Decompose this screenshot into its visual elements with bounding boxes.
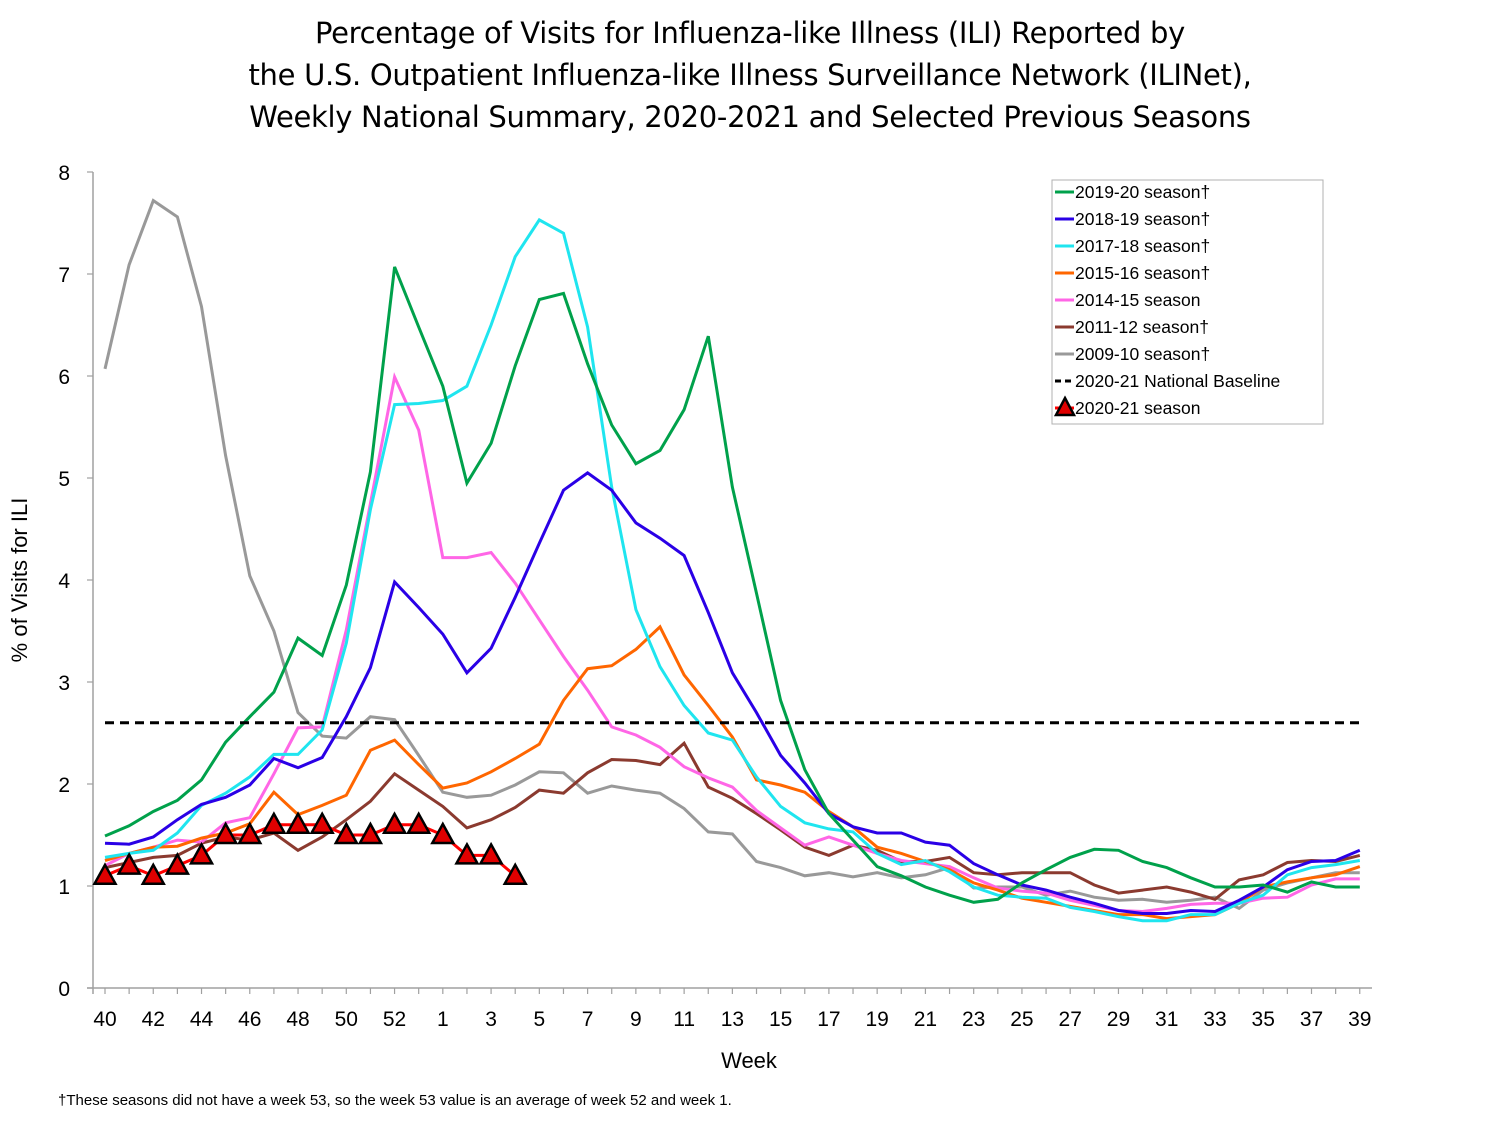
legend-item: 2017-18 season† xyxy=(1055,236,1210,256)
series-2014-15-season-line xyxy=(104,372,1360,914)
legend-label: 2019-20 season† xyxy=(1075,182,1210,202)
x-tick-label: 25 xyxy=(1010,1008,1033,1031)
series-2020-21-season xyxy=(92,811,528,886)
series-2018-19-season-line xyxy=(104,471,1361,915)
y-axis-label: % of Visits for ILI xyxy=(7,498,32,663)
y-tick-label: 1 xyxy=(58,876,70,899)
data-point-marker xyxy=(140,862,166,886)
data-point-marker xyxy=(454,841,480,865)
chart-title-line-1: Percentage of Visits for Influenza-like … xyxy=(314,16,1186,50)
x-tick-label: 13 xyxy=(721,1008,744,1031)
x-tick-label: 9 xyxy=(630,1008,642,1031)
y-tick-label: 3 xyxy=(58,672,70,695)
legend-item: 2020-21 National Baseline xyxy=(1055,371,1280,391)
legend-item: 2009-10 season† xyxy=(1055,344,1210,364)
x-tick-label: 29 xyxy=(1107,1008,1130,1031)
series-2015-16-season xyxy=(104,624,1361,921)
series-2011-12-season-line xyxy=(104,740,1361,901)
x-tick-label: 11 xyxy=(673,1008,695,1031)
x-tick-label: 27 xyxy=(1059,1008,1082,1031)
series-2019-20-season-line xyxy=(104,266,1360,904)
x-tick-label: 5 xyxy=(533,1008,545,1031)
y-tick-label: 8 xyxy=(58,162,70,185)
x-tick-label: 40 xyxy=(93,1008,116,1031)
data-point-marker xyxy=(237,821,263,845)
x-tick-label: 23 xyxy=(962,1008,985,1031)
chart-title-line-3: Weekly National Summary, 2020-2021 and S… xyxy=(249,100,1251,134)
chart-title: Percentage of Visits for Influenza-like … xyxy=(0,12,1500,138)
series-2017-18-season-line xyxy=(104,217,1361,923)
x-tick-label: 46 xyxy=(238,1008,261,1031)
series-2011-12-season xyxy=(104,740,1361,901)
x-tick-label: 50 xyxy=(335,1008,358,1031)
series-2014-15-season xyxy=(104,372,1360,914)
legend-label: 2009-10 season† xyxy=(1075,344,1210,364)
legend-item: 2011-12 season† xyxy=(1055,317,1209,337)
footnote: †These seasons did not have a week 53, s… xyxy=(58,1092,732,1109)
x-tick-label: 7 xyxy=(582,1008,594,1031)
data-point-marker xyxy=(478,841,504,865)
x-tick-label: 52 xyxy=(383,1008,406,1031)
x-tick-label: 3 xyxy=(485,1008,497,1031)
legend-label: 2014-15 season xyxy=(1075,290,1201,310)
x-tick-label: 15 xyxy=(769,1008,792,1031)
data-point-marker xyxy=(285,811,311,835)
x-tick-label: 48 xyxy=(286,1008,309,1031)
series-2017-18-season xyxy=(104,217,1361,923)
y-tick-label: 5 xyxy=(58,468,70,491)
data-point-marker xyxy=(116,852,142,875)
legend-marker xyxy=(1053,395,1077,417)
legend-label: 2011-12 season† xyxy=(1075,317,1209,337)
data-point-marker xyxy=(164,852,191,875)
x-tick-label: 31 xyxy=(1155,1008,1178,1031)
legend-label: 2017-18 season† xyxy=(1075,236,1210,256)
legend-label: 2015-16 season† xyxy=(1075,263,1210,283)
series-layer xyxy=(92,198,1361,923)
data-point-marker xyxy=(430,821,456,845)
data-point-marker xyxy=(357,821,384,845)
data-point-marker xyxy=(333,821,359,845)
legend-box xyxy=(1051,179,1324,425)
x-tick-label: 33 xyxy=(1203,1008,1226,1031)
legend-label: 2020-21 National Baseline xyxy=(1075,371,1280,391)
legend-item: 2018-19 season† xyxy=(1055,209,1210,229)
y-tick-label: 4 xyxy=(58,570,70,593)
x-tick-label: 39 xyxy=(1348,1008,1371,1031)
data-point-marker xyxy=(502,862,528,886)
x-tick-label: 21 xyxy=(914,1008,937,1031)
data-point-marker xyxy=(92,862,118,886)
series-2018-19-season xyxy=(104,471,1361,915)
x-tick-label: 37 xyxy=(1300,1008,1323,1031)
legend-item: 2014-15 season xyxy=(1055,290,1201,310)
legend-label: 2020-21 season xyxy=(1075,398,1201,418)
series-2015-16-season-line xyxy=(104,624,1361,921)
data-point-marker xyxy=(261,811,287,835)
legend-item: 2015-16 season† xyxy=(1055,263,1210,283)
x-tick-label: 17 xyxy=(817,1008,840,1031)
data-point-marker xyxy=(309,811,335,835)
data-point-marker xyxy=(406,811,432,835)
data-point-marker xyxy=(213,821,239,845)
x-tick-label: 19 xyxy=(865,1008,888,1031)
data-point-marker xyxy=(188,841,215,865)
x-tick-label: 1 xyxy=(437,1008,449,1031)
y-tick-label: 2 xyxy=(58,774,70,797)
data-point-marker xyxy=(381,811,408,835)
series-2019-20-season xyxy=(104,266,1360,904)
legend-item: 2019-20 season† xyxy=(1055,182,1210,202)
x-tick-label: 35 xyxy=(1252,1008,1275,1031)
legend: 2019-20 season† 2018-19 season† 2017-18 se… xyxy=(1051,179,1324,425)
x-tick-label: 44 xyxy=(190,1008,214,1031)
legend-label: 2018-19 season† xyxy=(1075,209,1210,229)
y-tick-label: 7 xyxy=(58,264,70,287)
chart-title-line-2: the U.S. Outpatient Influenza-like Illne… xyxy=(248,58,1252,92)
legend-item: 2020-21 season xyxy=(1053,395,1201,418)
y-tick-label: 0 xyxy=(58,978,70,1001)
series-2020-21-season-line xyxy=(104,823,517,878)
x-axis-label: Week xyxy=(721,1048,778,1073)
y-tick-label: 6 xyxy=(58,366,70,389)
x-tick-label: 42 xyxy=(142,1008,165,1031)
